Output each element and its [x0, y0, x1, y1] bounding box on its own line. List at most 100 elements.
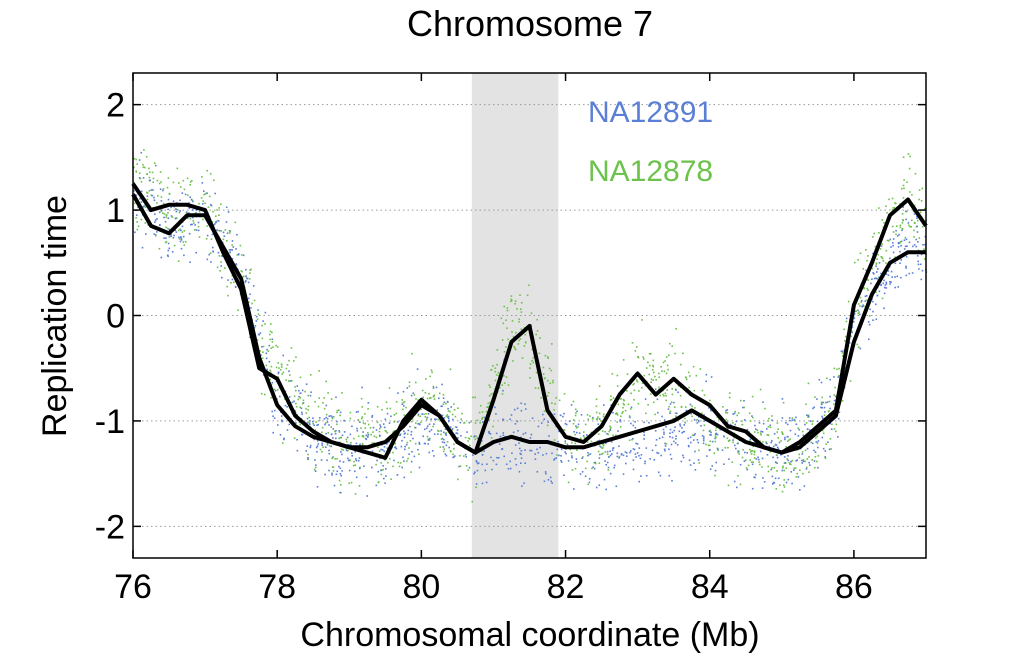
scatter-point-na12891: [780, 454, 782, 456]
scatter-point-na12891: [625, 462, 627, 465]
scatter-point-na12878: [506, 327, 508, 329]
scatter-point-na12891: [823, 406, 826, 409]
scatter-point-na12878: [626, 390, 628, 392]
scatter-point-na12878: [845, 320, 848, 323]
scatter-point-na12891: [167, 255, 169, 258]
scatter-point-na12891: [924, 243, 926, 246]
scatter-point-na12891: [151, 194, 154, 197]
scatter-point-na12878: [406, 433, 409, 435]
scatter-point-na12878: [532, 361, 535, 364]
scatter-point-na12878: [622, 398, 625, 401]
scatter-point-na12891: [195, 229, 198, 231]
scatter-point-na12891: [136, 214, 138, 216]
scatter-point-na12878: [162, 202, 165, 205]
scatter-point-na12891: [710, 409, 712, 412]
scatter-point-na12891: [367, 433, 370, 436]
scatter-point-na12878: [489, 401, 491, 404]
scatter-point-na12891: [588, 481, 591, 484]
scatter-point-na12891: [885, 281, 888, 284]
scatter-point-na12891: [673, 429, 676, 432]
scatter-point-na12891: [346, 436, 349, 439]
scatter-point-na12891: [403, 476, 406, 479]
scatter-point-na12891: [829, 422, 831, 425]
scatter-point-na12878: [555, 397, 557, 399]
scatter-point-na12891: [487, 431, 490, 433]
scatter-point-na12878: [701, 412, 703, 415]
scatter-point-na12891: [638, 447, 641, 449]
scatter-point-na12891: [156, 218, 158, 220]
scatter-point-na12878: [381, 408, 383, 411]
scatter-point-na12878: [176, 167, 179, 170]
scatter-point-na12891: [340, 451, 342, 453]
scatter-point-na12878: [442, 394, 445, 396]
scatter-point-na12878: [534, 387, 537, 389]
scatter-point-na12878: [361, 444, 364, 446]
scatter-point-na12878: [524, 333, 527, 336]
scatter-point-na12878: [709, 440, 711, 443]
scatter-point-na12891: [481, 482, 484, 485]
scatter-point-na12878: [671, 393, 674, 396]
scatter-point-na12891: [540, 422, 543, 424]
scatter-point-na12878: [820, 401, 823, 403]
scatter-point-na12891: [496, 456, 498, 459]
scatter-point-na12878: [908, 167, 911, 170]
scatter-point-na12891: [443, 441, 446, 444]
scatter-point-na12878: [229, 230, 232, 233]
scatter-point-na12878: [345, 447, 348, 450]
scatter-point-na12891: [379, 434, 381, 437]
scatter-point-na12891: [170, 235, 172, 238]
scatter-point-na12878: [758, 461, 760, 463]
scatter-point-na12891: [410, 394, 413, 397]
scatter-point-na12878: [453, 409, 456, 411]
scatter-point-na12891: [817, 466, 819, 469]
scatter-point-na12891: [560, 461, 563, 463]
scatter-point-na12891: [772, 456, 774, 459]
scatter-point-na12891: [705, 380, 707, 383]
scatter-point-na12878: [330, 426, 332, 428]
scatter-point-na12891: [816, 398, 818, 400]
scatter-point-na12891: [465, 456, 467, 458]
scatter-point-na12878: [708, 444, 711, 447]
scatter-point-na12891: [291, 401, 294, 404]
scatter-point-na12891: [220, 265, 222, 267]
scatter-point-na12878: [888, 198, 890, 201]
scatter-point-na12878: [156, 202, 158, 204]
scatter-point-na12878: [262, 351, 264, 353]
scatter-point-na12891: [321, 444, 323, 446]
scatter-point-na12891: [509, 418, 511, 421]
scatter-point-na12878: [637, 402, 640, 405]
scatter-point-na12891: [657, 411, 659, 414]
scatter-point-na12891: [476, 462, 479, 465]
scatter-point-na12891: [430, 429, 433, 431]
scatter-point-na12891: [433, 455, 435, 457]
scatter-point-na12891: [333, 484, 336, 487]
scatter-point-na12878: [538, 352, 541, 355]
scatter-point-na12891: [441, 405, 443, 407]
scatter-point-na12891: [422, 435, 424, 438]
scatter-point-na12878: [607, 469, 610, 471]
scatter-point-na12878: [569, 448, 572, 451]
scatter-point-na12891: [162, 189, 164, 192]
scatter-point-na12891: [511, 452, 513, 454]
scatter-point-na12878: [331, 457, 333, 460]
scatter-point-na12891: [565, 423, 568, 426]
scatter-point-na12878: [338, 479, 341, 482]
scatter-point-na12891: [405, 443, 408, 446]
scatter-point-na12891: [551, 452, 553, 455]
scatter-point-na12878: [867, 279, 869, 281]
scatter-point-na12891: [840, 350, 843, 353]
scatter-point-na12891: [334, 432, 337, 435]
scatter-point-na12891: [223, 235, 226, 237]
scatter-point-na12878: [151, 171, 154, 174]
scatter-point-na12891: [367, 436, 369, 438]
scatter-point-na12878: [327, 392, 329, 394]
scatter-point-na12878: [551, 343, 553, 345]
scatter-point-na12891: [891, 276, 893, 278]
scatter-point-na12878: [488, 394, 491, 397]
scatter-point-na12891: [664, 442, 666, 445]
scatter-point-na12891: [502, 434, 505, 437]
scatter-point-na12891: [189, 261, 191, 263]
scatter-point-na12891: [794, 433, 797, 435]
scatter-point-na12878: [240, 270, 243, 272]
scatter-point-na12891: [403, 430, 405, 432]
